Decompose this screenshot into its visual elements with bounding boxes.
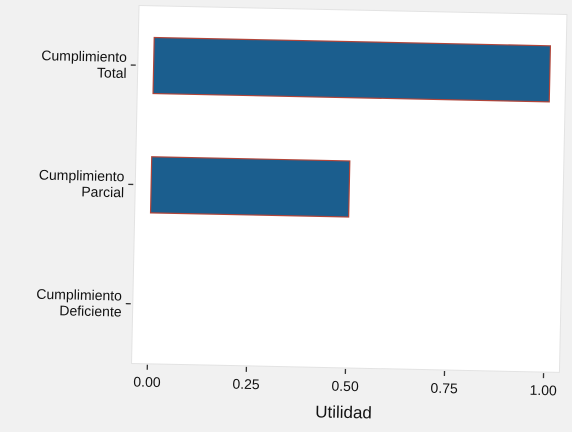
y-label-1: CumplimientoParcial [38, 166, 124, 200]
y-label-2: CumplimientoDeficiente [36, 286, 122, 320]
y-label-0: CumplimientoTotal [41, 47, 127, 81]
x-axis-title: Utilidad [315, 402, 372, 422]
y-label-2-line-1: Deficiente [59, 302, 122, 319]
y-label-0-line-0: Cumplimiento [41, 47, 127, 65]
y-label-0-line-1: Total [97, 64, 127, 81]
y-label-1-line-0: Cumplimiento [39, 166, 125, 184]
x-tick-label-3: 0.75 [430, 380, 458, 397]
x-tick-label-4: 1.00 [529, 382, 557, 399]
x-tick-label-1: 0.25 [232, 376, 260, 393]
x-tick-label-2: 0.50 [331, 378, 359, 395]
bar-0 [153, 37, 550, 101]
y-label-1-line-1: Parcial [81, 183, 124, 200]
x-tick-label-0: 0.00 [133, 374, 161, 391]
bar-1 [151, 157, 350, 217]
y-axis-labels: CumplimientoTotalCumplimientoParcialCump… [36, 47, 136, 320]
y-label-2-line-0: Cumplimiento [36, 286, 122, 304]
